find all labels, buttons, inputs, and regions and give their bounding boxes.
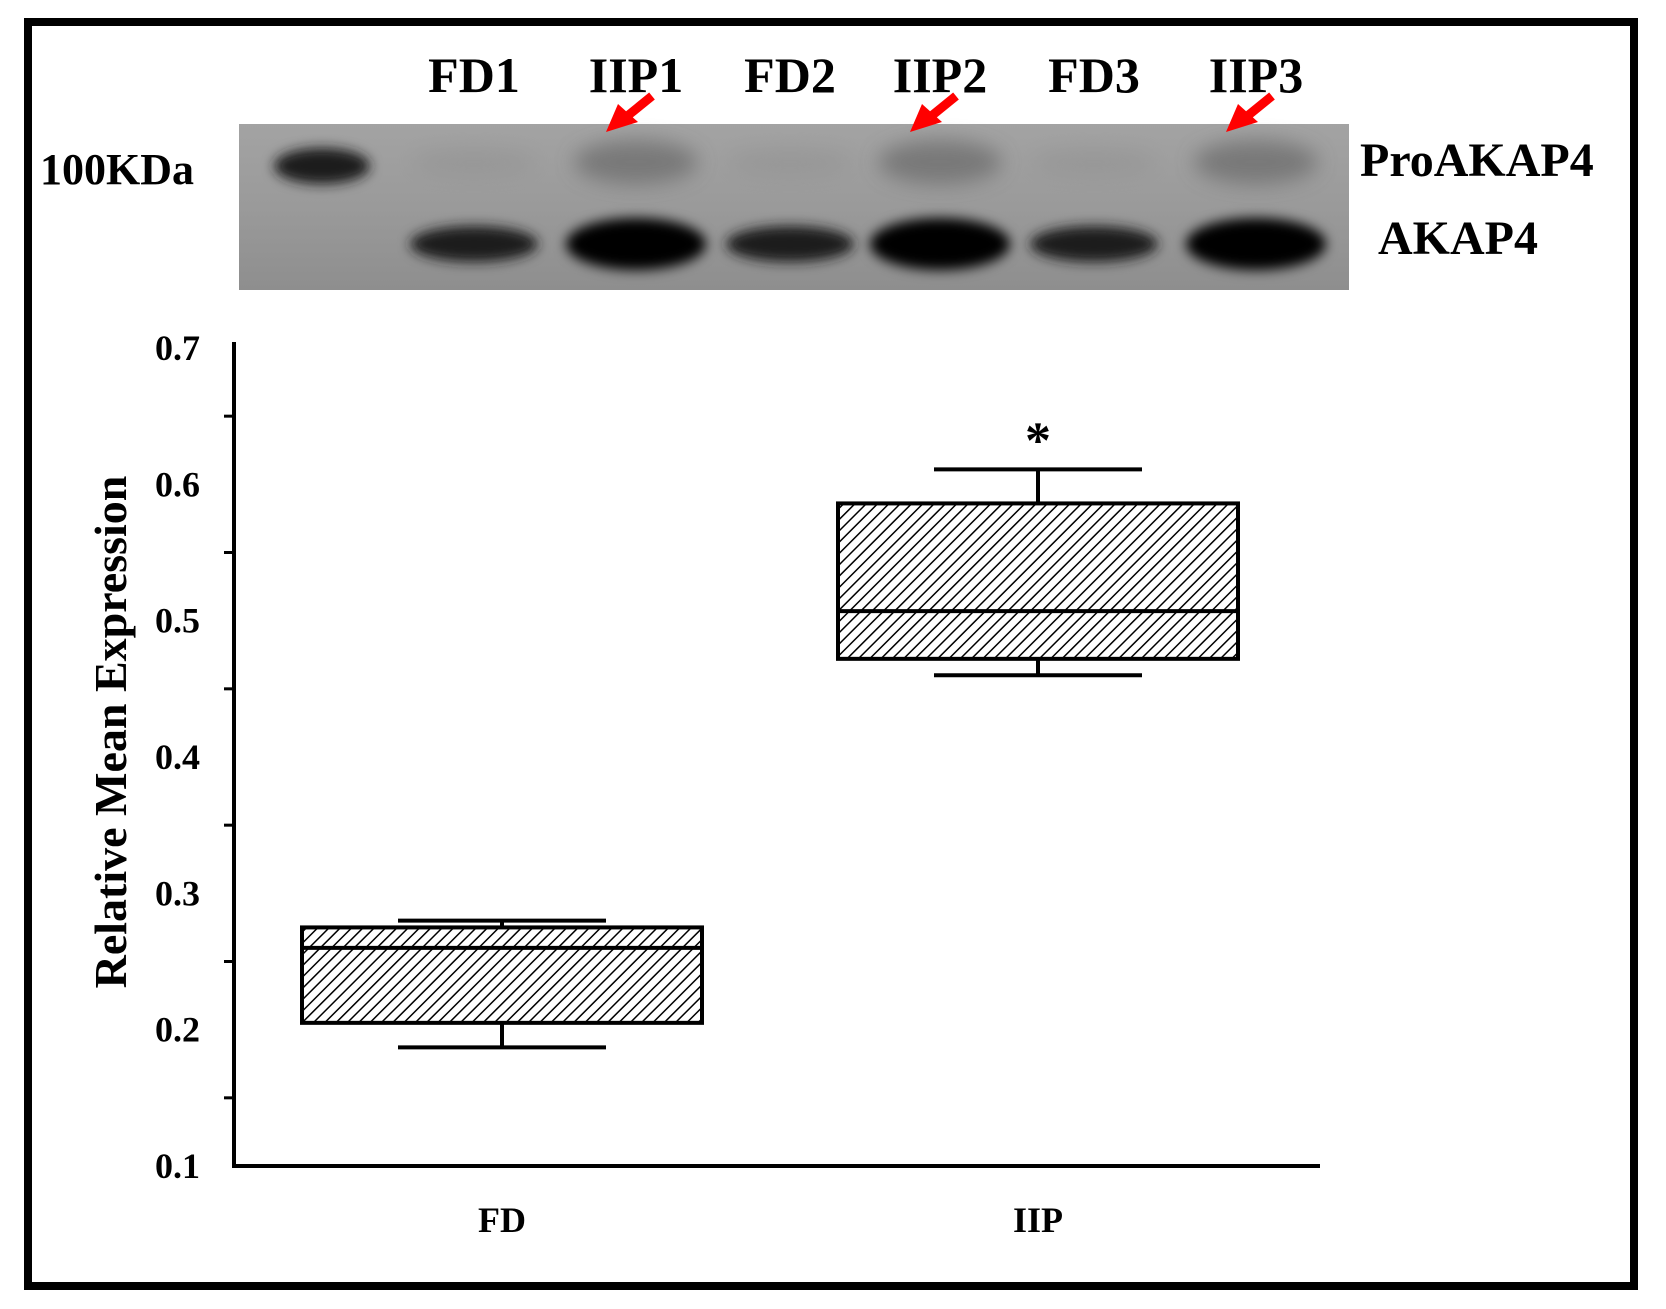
lane-label-iip2: IIP2: [893, 47, 987, 103]
pro-band-fd2: [728, 148, 852, 176]
akap4-band-fd3: [1030, 226, 1158, 262]
box-fd: [300, 918, 704, 1050]
akap4-band-iip1: [566, 218, 706, 270]
boxes: *: [300, 412, 1240, 1050]
box-plot: 0.1 0.2 0.3 0.4 0.5 0.6 0.7 * FD IIP Relative M…: [85, 328, 1320, 1240]
lane-label-fd3: FD3: [1048, 47, 1140, 103]
y-tick-label: 0.6: [155, 464, 200, 504]
akap4-band-iip3: [1186, 218, 1326, 270]
arrow-iip1: [606, 92, 655, 132]
x-tick-labels: FD IIP: [478, 1200, 1063, 1240]
akap4-bands: [410, 218, 1326, 270]
y-tick-label: 0.7: [155, 328, 200, 368]
pro-akap4-bands: [412, 140, 1318, 184]
x-tick-label-fd: FD: [478, 1200, 526, 1240]
lane-label-fd2: FD2: [744, 47, 836, 103]
pro-band-iip1: [574, 140, 698, 184]
marker-label: 100KDa: [40, 145, 194, 194]
akap4-band-iip2: [870, 218, 1010, 270]
lane-label-iip3: IIP3: [1209, 47, 1303, 103]
western-blot: FD1 IIP1 FD2 IIP2 FD3 IIP3 100KDa ProAKAP4 AK…: [40, 47, 1594, 290]
akap4-band-fd1: [410, 226, 538, 262]
akap4-label: AKAP4: [1378, 212, 1538, 265]
lane-labels: FD1 IIP1 FD2 IIP2 FD3 IIP3: [428, 47, 1303, 103]
pro-band-fd3: [1032, 148, 1156, 176]
y-tick-label: 0.4: [155, 737, 200, 777]
lane-label-fd1: FD1: [428, 47, 520, 103]
akap4-band-fd2: [726, 226, 854, 262]
interquartile-box: [300, 925, 704, 1025]
y-tick-label: 0.2: [155, 1010, 200, 1050]
significance-marker: *: [1025, 412, 1051, 469]
pro-band-fd1: [412, 148, 536, 176]
arrow-iip3: [1226, 92, 1275, 132]
arrow-markers: [606, 92, 1275, 132]
proakap4-label: ProAKAP4: [1360, 134, 1594, 187]
interquartile-box: [836, 501, 1240, 661]
y-tick-label: 0.3: [155, 873, 200, 913]
y-axis-label: Relative Mean Expression: [85, 476, 136, 989]
y-ticks: 0.1 0.2 0.3 0.4 0.5 0.6 0.7: [155, 328, 234, 1186]
arrow-iip2: [910, 92, 959, 132]
y-tick-label: 0.1: [155, 1146, 200, 1186]
lane-label-iip1: IIP1: [589, 47, 683, 103]
marker-band: [274, 148, 370, 184]
pro-band-iip2: [878, 140, 1002, 184]
y-tick-label: 0.5: [155, 601, 200, 641]
box-iip: [836, 467, 1240, 678]
pro-band-iip3: [1194, 140, 1318, 184]
x-tick-label-iip: IIP: [1013, 1200, 1063, 1240]
